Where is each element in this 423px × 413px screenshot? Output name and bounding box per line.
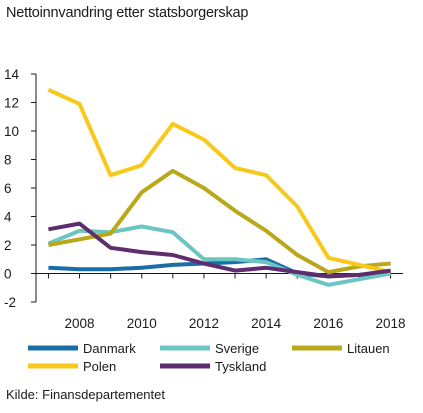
y-tick-label: 2 — [4, 238, 12, 253]
y-tick-label: 0 — [4, 267, 12, 282]
source-note: Kilde: Finansdepartementet — [6, 387, 165, 402]
x-tick-label: 2016 — [313, 316, 343, 331]
chart-title: Nettoinnvandring etter statsborgerskap — [6, 5, 249, 21]
series-line-sverige — [47, 224, 391, 287]
x-tick-label: 2010 — [127, 316, 157, 331]
x-tick-label: 2012 — [189, 316, 219, 331]
y-tick-label: 12 — [4, 96, 19, 111]
legend-label-tyskland: Tyskland — [215, 359, 266, 374]
legend-label-litauen: Litauen — [347, 341, 390, 356]
series-line-polen — [47, 87, 392, 275]
y-tick-label: 8 — [4, 153, 12, 168]
y-tick-label: 6 — [4, 181, 12, 196]
y-tick-label: 10 — [4, 124, 19, 139]
legend-label-polen: Polen — [83, 359, 116, 374]
series-line-litauen — [48, 168, 391, 275]
plot-area: -2 0 2 4 6 8 10 12 14 2008 2010 2012 2014 2016 2018 — [4, 67, 406, 331]
legend: Danmark Sverige Litauen Polen Tyskland — [28, 341, 390, 374]
x-tick-label: 2018 — [376, 316, 406, 331]
series-line-tyskland — [48, 221, 391, 279]
legend-label-sverige: Sverige — [215, 341, 259, 356]
x-tick-label: 2008 — [65, 316, 95, 331]
y-tick-label: 14 — [4, 67, 20, 82]
legend-label-danmark: Danmark — [83, 341, 136, 356]
y-tick-label: -2 — [4, 295, 16, 310]
y-tick-label: 4 — [4, 210, 12, 225]
x-tick-label: 2014 — [251, 316, 282, 331]
